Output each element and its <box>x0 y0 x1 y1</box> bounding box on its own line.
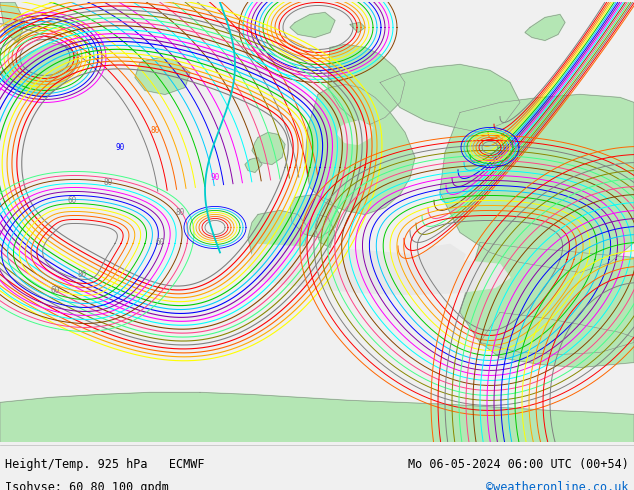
Text: 60: 60 <box>155 238 165 247</box>
Text: Mo 06-05-2024 06:00 UTC (00+54): Mo 06-05-2024 06:00 UTC (00+54) <box>408 458 629 470</box>
Polygon shape <box>290 12 335 37</box>
Text: 80: 80 <box>176 208 184 217</box>
Polygon shape <box>420 245 465 272</box>
Polygon shape <box>0 43 80 98</box>
Text: 80: 80 <box>150 126 160 135</box>
Polygon shape <box>338 121 372 145</box>
Text: ©weatheronline.co.uk: ©weatheronline.co.uk <box>486 481 629 490</box>
Text: 80: 80 <box>77 270 87 279</box>
Polygon shape <box>380 65 520 132</box>
Text: 80: 80 <box>103 178 113 187</box>
Polygon shape <box>0 2 25 43</box>
Polygon shape <box>460 243 634 354</box>
Text: Isohyse: 60 80 100 gpdm: Isohyse: 60 80 100 gpdm <box>5 481 169 490</box>
Text: 60: 60 <box>67 196 77 205</box>
Text: 90: 90 <box>115 143 125 152</box>
Polygon shape <box>440 95 634 272</box>
Polygon shape <box>290 195 340 238</box>
Text: Height/Temp. 925 hPa   ECMWF: Height/Temp. 925 hPa ECMWF <box>5 458 205 470</box>
Polygon shape <box>0 392 634 442</box>
Polygon shape <box>248 245 510 294</box>
Polygon shape <box>305 84 415 215</box>
Text: 90: 90 <box>210 173 219 182</box>
Polygon shape <box>525 15 565 41</box>
Polygon shape <box>245 157 262 172</box>
Polygon shape <box>480 313 634 368</box>
Polygon shape <box>315 215 335 247</box>
Polygon shape <box>252 132 285 165</box>
Polygon shape <box>135 57 190 95</box>
Text: 60: 60 <box>50 286 60 295</box>
Polygon shape <box>350 23 365 32</box>
Polygon shape <box>328 45 405 124</box>
Polygon shape <box>248 211 308 263</box>
